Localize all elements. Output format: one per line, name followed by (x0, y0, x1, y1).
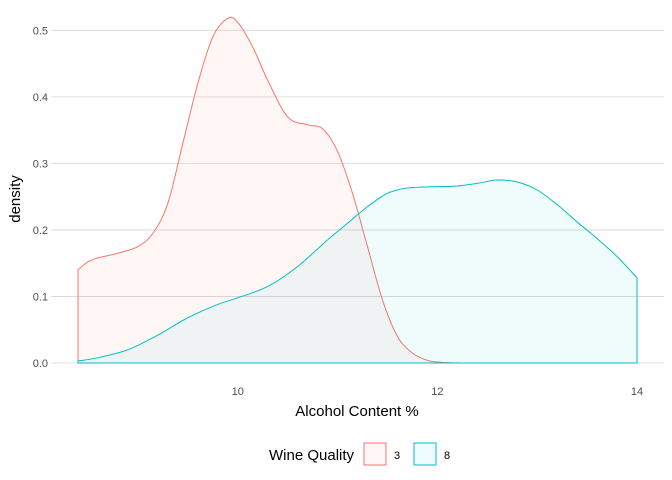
legend: Wine Quality 3 8 (269, 442, 450, 466)
density-area-quality-3 (77, 16, 463, 364)
x-tick-label: 14 (631, 386, 643, 398)
x-axis-title: Alcohol Content % (295, 403, 418, 420)
y-tick-label: 0.5 (33, 25, 48, 37)
x-tick-label: 10 (232, 386, 244, 398)
legend-key-quality-3 (363, 442, 387, 466)
legend-key-quality-8 (413, 442, 437, 466)
y-tick-label: 0.1 (33, 291, 48, 303)
legend-label-quality-8: 8 (444, 450, 450, 462)
y-tick-label: 0.2 (33, 225, 48, 237)
y-tick-label: 0.3 (33, 158, 48, 170)
x-axis-ticks: 10 12 14 (232, 386, 644, 398)
legend-title: Wine Quality (269, 447, 355, 464)
y-tick-label: 0.0 (33, 358, 48, 370)
y-axis-title: density (7, 175, 24, 223)
density-area-quality-8 (77, 179, 638, 364)
x-tick-label: 12 (431, 386, 443, 398)
legend-label-quality-3: 3 (394, 450, 400, 462)
y-tick-label: 0.4 (33, 92, 48, 104)
density-areas (77, 16, 638, 364)
y-axis-ticks: 0.0 0.1 0.2 0.3 0.4 0.5 (33, 25, 48, 370)
